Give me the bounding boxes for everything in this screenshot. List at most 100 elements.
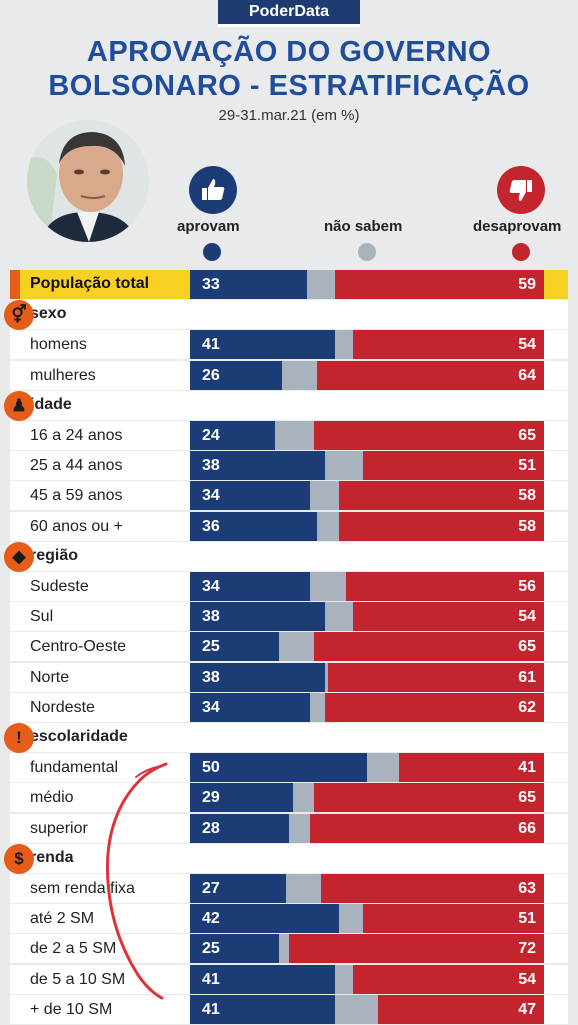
row-right-pad [544,421,568,450]
stacked-bar: 50 41 [190,753,544,783]
chart-title-line1: APROVAÇÃO DO GOVERNO [86,36,492,68]
row-right-pad [544,692,568,722]
row-60-anos-ou: 60 anos ou + 36 58 [0,511,578,542]
data-label-desaprovam: 54 [518,608,536,626]
row-label-cell [10,481,190,511]
data-label-desaprovam: 65 [518,789,536,807]
row-label-cell [10,662,190,692]
bar-segment-desaprovam: 62 [324,692,544,722]
row-sul: Sul 38 54 [0,602,578,632]
row-fundamental: fundamental 50 41 [0,753,578,783]
row-ate-2-sm: até 2 SM 42 51 [0,904,578,934]
data-label-desaprovam: 72 [518,940,536,958]
bar-segment-nao-sabem [289,813,311,843]
row-label-cell [10,390,190,420]
bar-segment-desaprovam: 56 [345,572,544,601]
stacked-bar: 34 62 [190,692,544,722]
stacked-bar: 38 61 [190,662,544,692]
data-label-desaprovam: 65 [518,427,536,444]
bar-segment-nao-sabem [335,994,378,1024]
thumbs-up-icon [189,166,237,214]
row-label-cell [10,330,190,360]
row-label-cell [10,421,190,450]
row-de-10-sm: + de 10 SM 41 47 [0,994,578,1025]
bar-segment-desaprovam: 61 [328,662,544,692]
brazil-map-icon: ◆ [4,541,34,572]
category-header-idade: idade ♟ [0,390,578,421]
dollar-icon: $ [4,843,34,874]
row-label-cell [10,632,190,662]
bar-segment-nao-sabem [285,874,321,903]
data-label-aprovam: 34 [202,487,220,505]
row-right-pad [544,753,568,783]
bar-segment-nao-sabem [310,481,339,511]
category-header-regiao: região ◆ [0,541,578,572]
category-header-renda: renda $ [0,843,578,874]
row-label: superior [30,819,88,837]
bar-segment-nao-sabem [335,330,353,360]
row-right-pad [544,511,568,541]
row-medio: médio 29 65 [0,783,578,813]
data-label-aprovam: 34 [202,578,220,595]
row-label-cell [10,994,190,1024]
row-label-cell [10,723,190,752]
bar-segment-nao-sabem [317,511,339,541]
legend-dot-aprovam [203,243,221,261]
data-label-desaprovam: 65 [518,638,536,656]
row-right-pad [544,874,568,903]
bar-segment-aprovam: 42 [190,904,339,934]
stacked-bar: 34 58 [190,481,544,511]
row-label: mulheres [30,366,96,384]
bar-segment-aprovam: 41 [190,994,336,1024]
stacked-bar: 34 56 [190,572,544,601]
bar-segment-aprovam: 29 [190,783,293,813]
data-label-desaprovam: 58 [518,517,536,535]
bar-segment-nao-sabem [282,360,318,390]
stacked-bar: 41 54 [190,330,544,360]
bar-segment-aprovam: 50 [190,753,367,783]
row-populacao-total: População total 33 59 [0,270,578,300]
row-25-a-44-anos: 25 a 44 anos 38 51 [0,451,578,481]
row-label: homens [30,336,87,354]
row-label: até 2 SM [30,910,95,928]
bar-segment-aprovam: 38 [190,602,325,632]
row-label-cell [10,692,190,722]
data-label-aprovam: 38 [202,608,220,626]
data-label-desaprovam: 51 [518,457,536,475]
row-label: sem renda fixa [30,880,135,897]
row-right-pad [544,330,568,360]
bar-segment-nao-sabem [292,783,314,813]
data-label-aprovam: 27 [202,880,220,897]
row-label-cell [10,602,190,632]
category-bar-blank [190,843,568,873]
stacked-bar: 41 47 [190,994,544,1024]
bar-segment-desaprovam: 72 [289,934,544,964]
bar-segment-aprovam: 34 [190,692,311,722]
data-label-aprovam: 24 [202,427,220,444]
category-bar-blank [190,300,568,330]
data-label-aprovam: 34 [202,698,220,716]
row-de-2-a-5-sm: de 2 a 5 SM 25 72 [0,934,578,964]
row-label: 45 a 59 anos [30,487,123,505]
stacked-bar: 24 65 [190,421,544,450]
row-label: de 2 a 5 SM [30,940,117,958]
bar-segment-desaprovam: 51 [363,451,544,481]
row-label-cell [10,451,190,481]
data-label-aprovam: 38 [202,668,220,686]
row-label: Norte [30,668,70,686]
stacked-bar: 26 64 [190,360,544,390]
row-label: Nordeste [30,698,95,716]
data-label-desaprovam: 54 [518,336,536,354]
row-right-pad [544,451,568,481]
data-label-aprovam: 50 [202,759,220,777]
data-label-desaprovam: 56 [518,578,536,595]
row-label: de 5 a 10 SM [30,970,126,988]
bar-segment-nao-sabem [278,632,314,662]
data-label-aprovam: 42 [202,910,220,928]
bar-segment-aprovam: 25 [190,632,279,662]
bar-segment-nao-sabem [324,662,329,692]
bar-segment-aprovam: 33 [190,270,307,299]
row-nordeste: Nordeste 34 62 [0,692,578,723]
row-right-pad [544,360,568,390]
bar-segment-aprovam: 28 [190,813,290,843]
